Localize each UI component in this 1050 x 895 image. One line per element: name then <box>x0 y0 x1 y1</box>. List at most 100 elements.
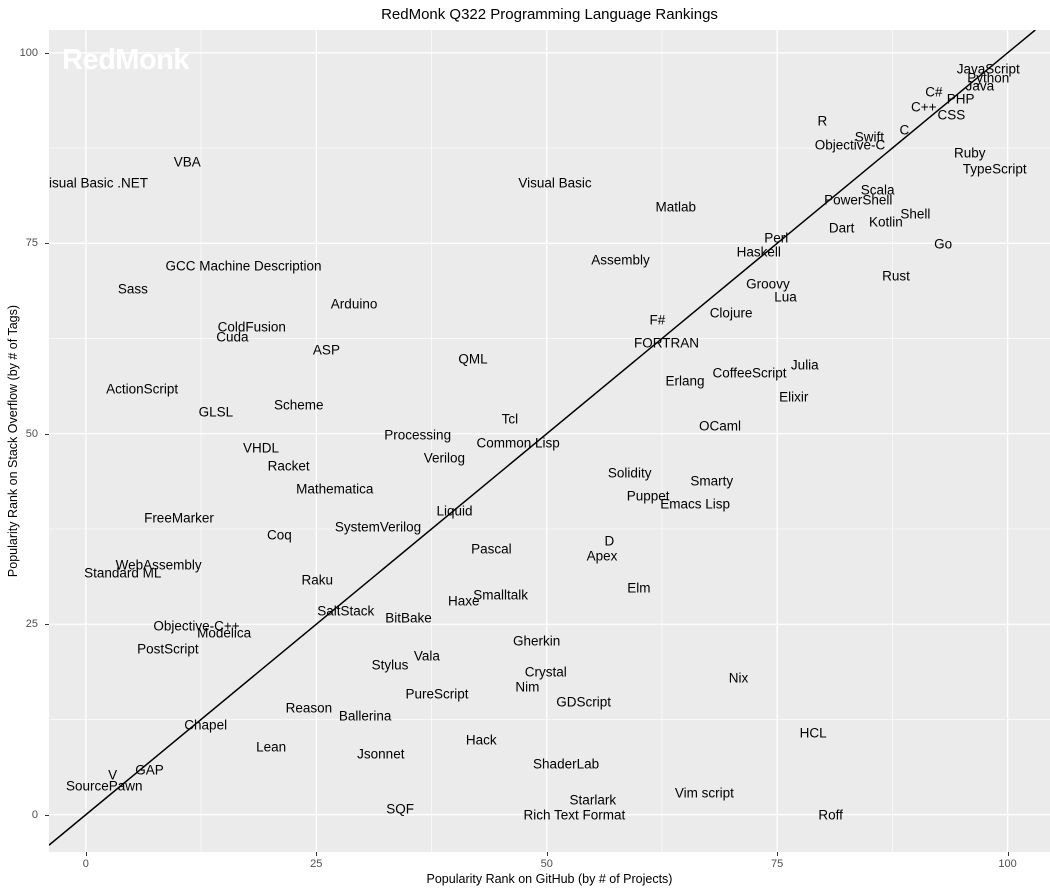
language-label: D <box>604 533 615 549</box>
language-label: Python <box>967 70 1010 86</box>
language-label: Processing <box>384 427 452 443</box>
language-label: Assembly <box>591 252 650 268</box>
language-label: Hack <box>465 732 497 748</box>
language-label: Verilog <box>423 450 466 466</box>
language-label: Modelica <box>197 624 252 640</box>
reference-line <box>49 30 1036 846</box>
language-label: WebAssembly <box>115 557 202 573</box>
y-tick-label: 100 <box>19 46 38 59</box>
language-label: Nix <box>728 670 749 686</box>
language-label: Objective-C <box>814 137 886 153</box>
language-label: C++ <box>910 99 937 115</box>
language-label: Smalltalk <box>473 587 529 603</box>
y-tick-label: 75 <box>25 237 38 250</box>
language-label: Starlark <box>569 792 617 808</box>
plot-panel: RedMonk JavaScript Python Java PHP C# CSS C++ T… <box>49 30 1050 852</box>
language-label: Rich Text Format <box>523 806 626 822</box>
language-label: Shell <box>900 205 931 221</box>
language-label: Puppet <box>626 488 670 504</box>
language-label: Scheme <box>274 397 324 413</box>
language-label: ASP <box>312 342 340 358</box>
language-label: SaltStack <box>317 602 375 618</box>
language-label: Reason <box>285 700 333 716</box>
language-label: BitBake <box>385 610 432 626</box>
language-label: SystemVerilog <box>334 519 422 535</box>
language-label: PureScript <box>405 686 469 702</box>
language-label: Objective-C++ <box>153 617 240 633</box>
language-label: CoffeeScript <box>712 365 787 381</box>
language-label: Lean <box>256 739 287 755</box>
language-label: Matlab <box>655 198 697 214</box>
language-label: Arduino <box>330 296 378 312</box>
language-label: Groovy <box>746 275 790 291</box>
language-label: GLSL <box>198 404 234 420</box>
language-label: Go <box>934 236 953 252</box>
language-label: Chapel <box>184 717 228 733</box>
x-tick-label: 100 <box>998 858 1017 870</box>
language-label: Vala <box>413 648 440 664</box>
language-label: Standard ML <box>84 565 162 581</box>
y-tick-mark <box>45 52 49 54</box>
x-tick-mark <box>1007 852 1009 856</box>
y-tick-label: 50 <box>25 427 38 440</box>
language-label: GCC Machine Description <box>165 258 322 274</box>
language-label: Tcl <box>501 411 519 427</box>
y-tick-mark <box>45 433 49 435</box>
language-label: Kotlin <box>869 214 903 230</box>
language-label: QML <box>458 351 488 367</box>
language-label: PowerShell <box>824 192 893 208</box>
language-label: Stylus <box>371 656 409 672</box>
language-label: Mathematica <box>296 480 374 496</box>
x-tick-mark <box>777 852 779 856</box>
language-label: Vim script <box>674 785 734 801</box>
language-label: V <box>108 767 118 783</box>
language-label: PHP <box>946 91 975 107</box>
language-label: Ruby <box>954 144 986 160</box>
language-label: Solidity <box>607 464 652 480</box>
language-label: C <box>899 122 910 138</box>
language-label: Jsonnet <box>357 746 405 762</box>
language-label: Visual Basic <box>518 175 592 191</box>
language-label: F# <box>649 312 666 328</box>
language-label: Lua <box>774 289 797 305</box>
language-label: Sass <box>117 281 148 297</box>
language-label: Roff <box>818 807 843 823</box>
language-label: Liquid <box>436 503 473 519</box>
language-label: FORTRAN <box>634 335 700 351</box>
language-label: ActionScript <box>106 381 179 397</box>
language-label: JavaScript <box>956 61 1020 77</box>
x-tick-mark <box>316 852 318 856</box>
language-label: Clojure <box>709 305 753 321</box>
language-label: ShaderLab <box>533 755 600 771</box>
language-label: Apex <box>586 547 618 563</box>
language-label: Pascal <box>471 541 512 557</box>
language-label: Crystal <box>524 664 567 680</box>
y-tick-mark <box>45 243 49 245</box>
language-label: PostScript <box>137 641 199 657</box>
language-label: GAP <box>135 761 164 777</box>
language-label: Haxe <box>448 593 480 609</box>
language-label: Emacs Lisp <box>660 496 731 512</box>
language-label: R <box>817 112 828 128</box>
y-tick-label: 0 <box>31 808 38 821</box>
language-label: Gherkin <box>512 633 561 649</box>
language-label: FreeMarker <box>144 510 214 526</box>
chart-title: RedMonk Q322 Programming Language Rankin… <box>381 6 718 23</box>
x-axis-title: Popularity Rank on GitHub (by # of Proje… <box>426 872 673 886</box>
y-tick-mark <box>45 814 49 816</box>
x-tick-label: 0 <box>82 858 89 870</box>
x-tick-mark <box>546 852 548 856</box>
x-tick-label: 25 <box>310 858 323 870</box>
language-label: Raku <box>301 572 333 588</box>
language-label: Java <box>965 77 995 93</box>
language-label: Coq <box>267 527 292 543</box>
language-label: CSS <box>937 107 966 123</box>
language-label: Julia <box>790 357 819 373</box>
language-label: Cuda <box>216 329 249 345</box>
language-label: Racket <box>267 458 310 473</box>
language-label: C# <box>925 83 943 99</box>
y-tick-label: 25 <box>25 618 38 631</box>
language-label: OCaml <box>699 418 742 434</box>
language-label: HCL <box>799 725 827 741</box>
